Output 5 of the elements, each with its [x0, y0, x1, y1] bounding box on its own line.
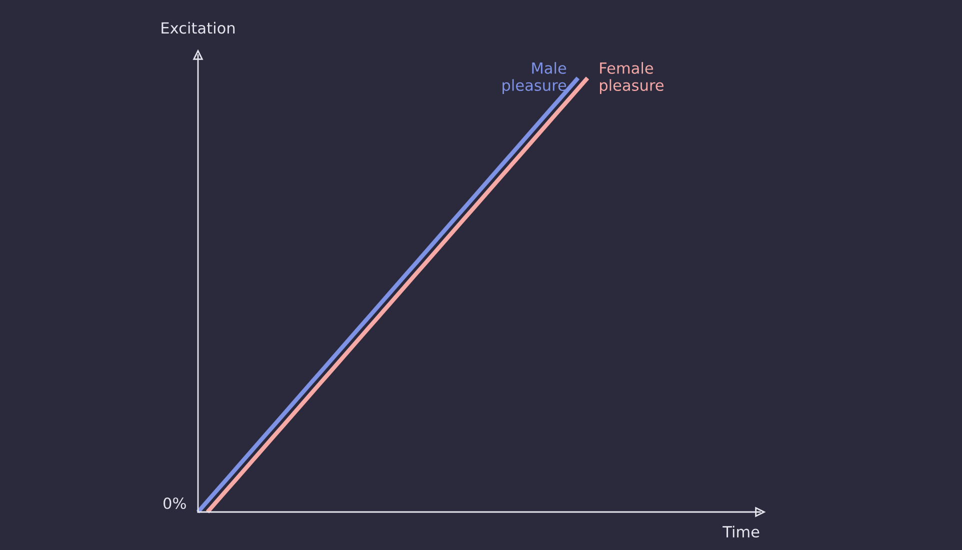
text: 0% [164, 497, 186, 510]
series-label: Male pleasure [502, 62, 566, 94]
series-label: Female pleasure [600, 62, 664, 94]
text: Time [722, 526, 760, 538]
y-axis-title: Excitation [162, 22, 235, 34]
